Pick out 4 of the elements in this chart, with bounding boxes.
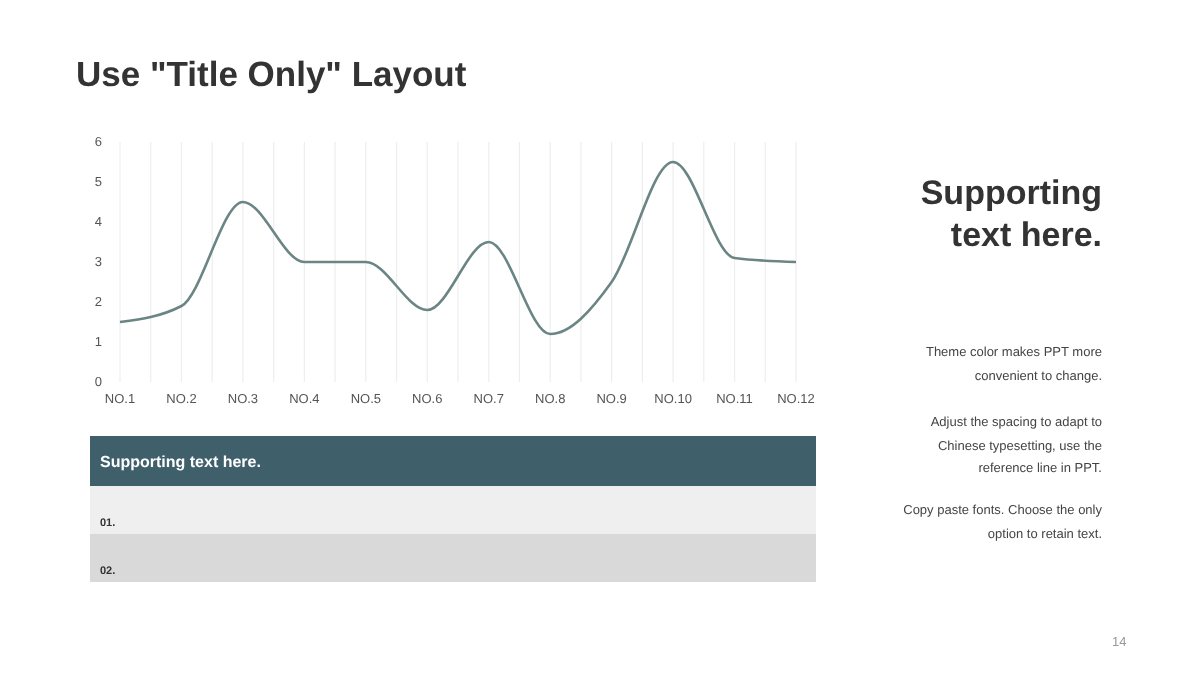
chart-title: Use "Title Only" Layout xyxy=(76,54,467,96)
text: Supporting text here. xyxy=(100,453,261,471)
line-series xyxy=(118,160,798,336)
text: Supporting text here. xyxy=(918,172,1102,256)
